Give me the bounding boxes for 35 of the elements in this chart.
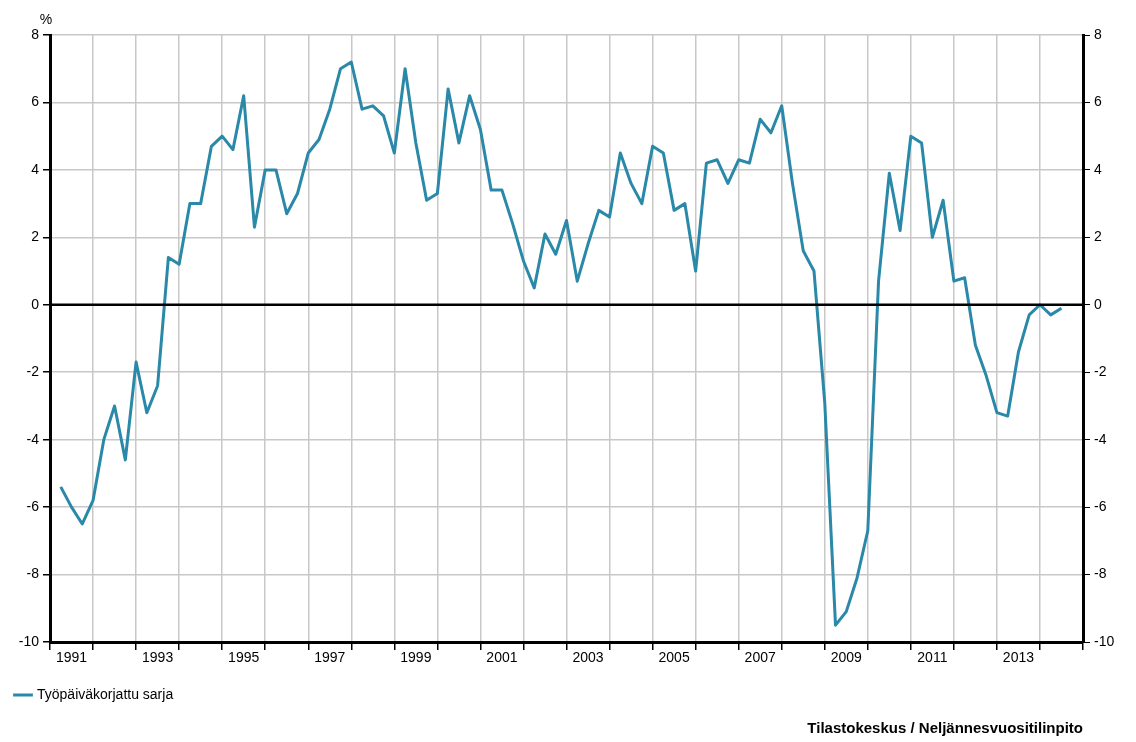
legend-label: Työpäiväkorjattu sarja: [37, 685, 174, 702]
y2-tick-label: -2: [26, 363, 40, 380]
x-tick-label: 1995: [228, 649, 260, 666]
x-tick-label: 2007: [744, 649, 776, 666]
text: %: [39, 10, 53, 27]
y2-tick-label: 8: [31, 25, 40, 42]
y2-tick-label: -8: [26, 565, 40, 582]
x-tick-label: 1999: [400, 649, 432, 666]
y-tick-label: 6: [1094, 93, 1102, 110]
y-tick-label: 4: [1094, 160, 1102, 177]
x-tick-label: 1993: [142, 649, 174, 666]
y2-tick-label: -4: [26, 430, 40, 447]
x-tick-label: 2011: [917, 649, 948, 666]
y2-tick-label: -10: [18, 632, 40, 649]
text: Tilastokeskus / Neljännesvuositilinpito: [807, 718, 1083, 736]
x-tick-label: 2005: [658, 649, 690, 666]
y-tick-label: -4: [1094, 430, 1107, 447]
y-tick-label: -10: [1094, 632, 1115, 649]
y2-tick-label: 2: [31, 228, 40, 245]
y-tick-label: 0: [1094, 295, 1102, 312]
x-tick-label: 2009: [830, 649, 863, 666]
x-tick-label: 1997: [314, 649, 346, 666]
y2-tick-label: 6: [31, 93, 40, 110]
y-tick-label: 2: [1094, 228, 1102, 245]
y-tick-label: -8: [1094, 565, 1107, 582]
y-tick-label: 8: [1094, 25, 1102, 42]
x-tick-label: 1991: [55, 649, 88, 666]
x-tick-label: 2003: [572, 649, 604, 666]
x-tick-label: 2013: [1002, 649, 1035, 666]
y2-tick-label: 4: [31, 160, 40, 177]
y-tick-label: -6: [1094, 497, 1107, 514]
y-tick-label: -2: [1094, 363, 1107, 380]
y2-tick-label: 0: [31, 295, 40, 312]
y2-tick-label: -6: [26, 497, 40, 514]
x-tick-label: 2001: [486, 649, 518, 666]
